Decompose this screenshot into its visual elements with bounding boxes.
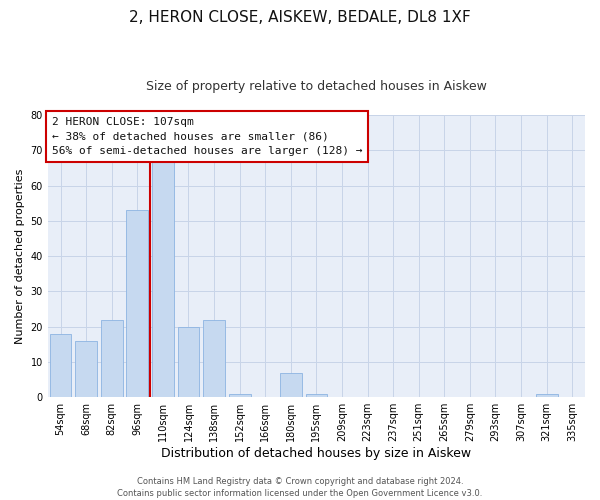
- Bar: [203, 320, 225, 397]
- Bar: [536, 394, 557, 397]
- Bar: [305, 394, 327, 397]
- X-axis label: Distribution of detached houses by size in Aiskew: Distribution of detached houses by size …: [161, 447, 472, 460]
- Bar: [152, 161, 174, 397]
- Title: Size of property relative to detached houses in Aiskew: Size of property relative to detached ho…: [146, 80, 487, 93]
- Bar: [229, 394, 251, 397]
- Text: Contains HM Land Registry data © Crown copyright and database right 2024.
Contai: Contains HM Land Registry data © Crown c…: [118, 476, 482, 498]
- Bar: [50, 334, 71, 397]
- Y-axis label: Number of detached properties: Number of detached properties: [15, 168, 25, 344]
- Bar: [178, 326, 199, 397]
- Bar: [101, 320, 122, 397]
- Text: 2 HERON CLOSE: 107sqm
← 38% of detached houses are smaller (86)
56% of semi-deta: 2 HERON CLOSE: 107sqm ← 38% of detached …: [52, 117, 362, 156]
- Bar: [280, 372, 302, 397]
- Bar: [127, 210, 148, 397]
- Bar: [75, 341, 97, 397]
- Text: 2, HERON CLOSE, AISKEW, BEDALE, DL8 1XF: 2, HERON CLOSE, AISKEW, BEDALE, DL8 1XF: [129, 10, 471, 25]
